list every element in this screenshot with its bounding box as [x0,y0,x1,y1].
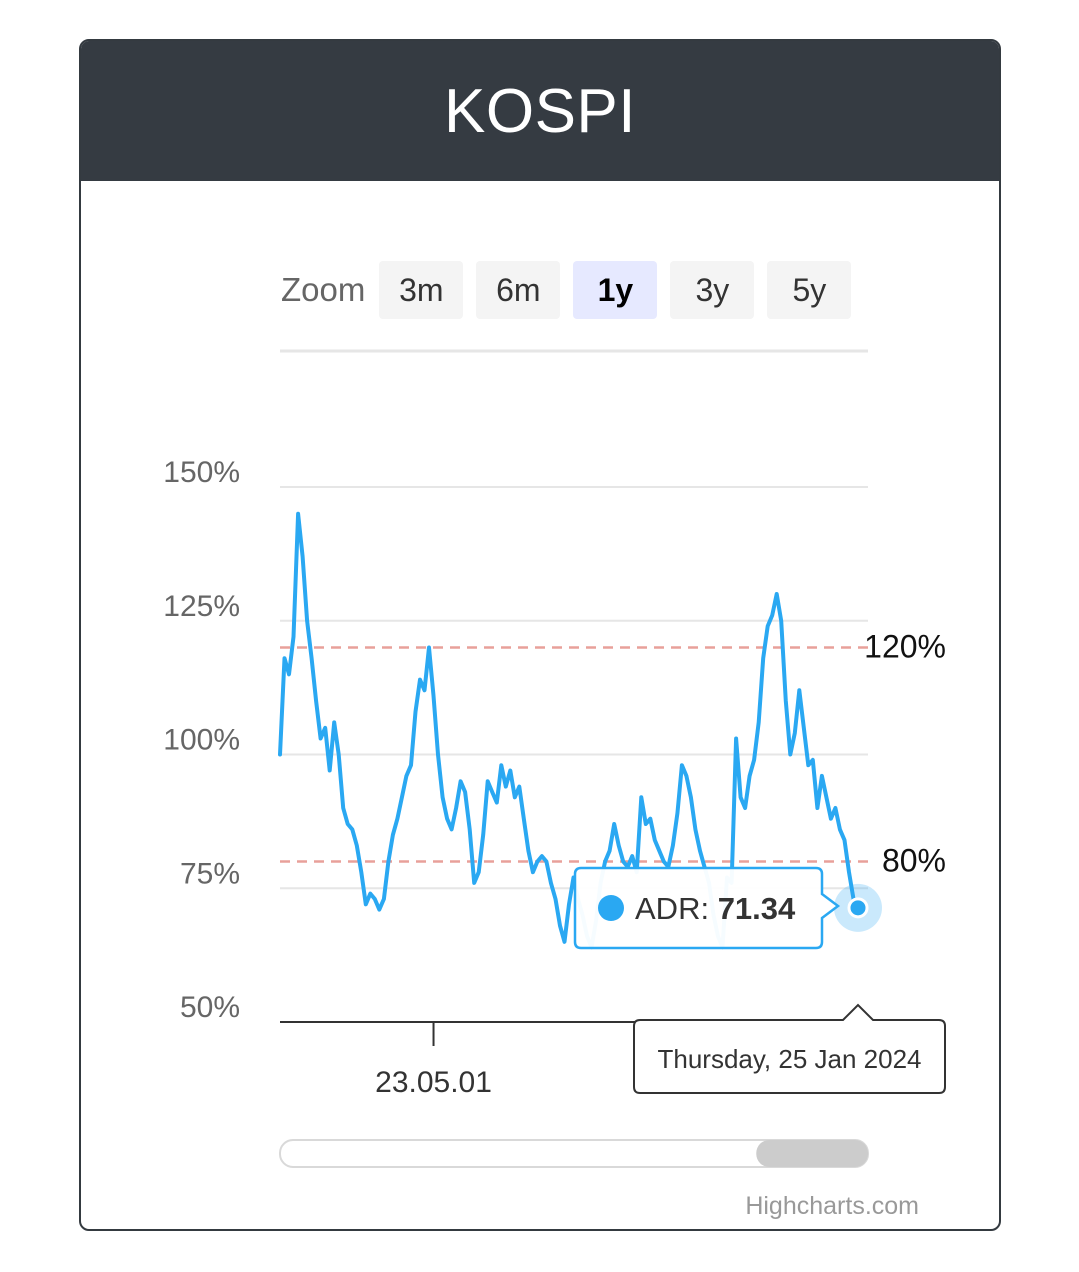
range-selector: Zoom 3m 6m 1y 3y 5y [281,261,864,319]
card-header: KOSPI [81,41,999,181]
zoom-label: Zoom [281,271,366,308]
tooltip-series-marker [598,895,624,921]
navigator-handle[interactable] [756,1140,868,1167]
threshold-label-120: 120% [864,629,946,665]
chart-title: KOSPI [443,76,636,146]
hover-point[interactable] [847,897,869,919]
y-tick-label: 75% [180,857,240,890]
date-tooltip-label: Thursday, 25 Jan 2024 [657,1044,921,1074]
zoom-3y-button[interactable]: 3y [670,261,755,319]
zoom-5y-button[interactable]: 5y [767,261,852,319]
zoom-1y-button[interactable]: 1y [573,261,658,319]
date-tooltip-box [633,1003,946,1094]
tooltip-box [573,866,841,950]
x-tick-label: 23.05.01 [375,1066,492,1099]
tooltip-value: 71.34 [718,891,796,926]
tooltip-series-name: ADR: [635,891,718,926]
adr-series-line [278,511,860,950]
highcharts-credit-link[interactable]: Highcharts.com [745,1192,919,1220]
tooltip-value-text: ADR: 71.34 [635,891,796,926]
y-tick-label: 125% [163,590,240,623]
y-tick-label: 150% [163,456,240,489]
kospi-card: KOSPI Zoom 3m 6m 1y 3y 5y Highcharts.com [79,39,1001,1231]
zoom-6m-button[interactable]: 6m [476,261,561,319]
y-tick-label: 100% [163,724,240,757]
zoom-3m-button[interactable]: 3m [379,261,464,319]
y-tick-label: 50% [180,991,240,1024]
threshold-label-80: 80% [882,843,946,879]
